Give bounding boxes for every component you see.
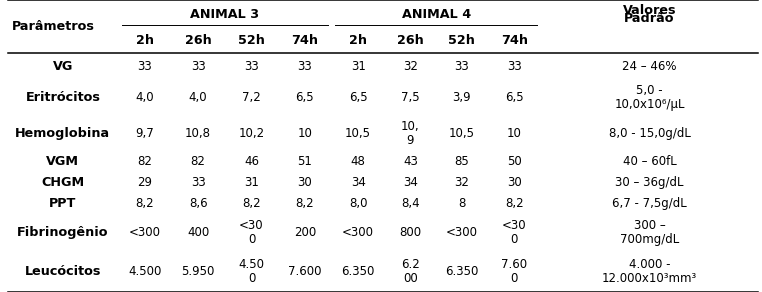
Text: 5.950: 5.950 [181, 265, 215, 278]
Text: 33: 33 [454, 60, 469, 73]
Text: 33: 33 [297, 60, 312, 73]
Text: VGM: VGM [46, 155, 79, 168]
Text: Fibrinogênio: Fibrinogênio [17, 226, 109, 239]
Text: VG: VG [53, 60, 73, 73]
Text: Valores: Valores [623, 4, 677, 17]
Text: 8,2: 8,2 [136, 197, 154, 210]
Text: 10,
9: 10, 9 [401, 120, 420, 147]
Text: Hemoglobina: Hemoglobina [15, 127, 110, 140]
Text: 8,0 - 15,0g/dL: 8,0 - 15,0g/dL [609, 127, 690, 140]
Text: 40 – 60fL: 40 – 60fL [623, 155, 677, 168]
Text: 31: 31 [244, 176, 259, 189]
Text: 6.350: 6.350 [341, 265, 375, 278]
Text: 10,5: 10,5 [345, 127, 371, 140]
Text: 26h: 26h [397, 34, 424, 47]
Text: Leucócitos: Leucócitos [24, 265, 101, 278]
Text: 34: 34 [403, 176, 418, 189]
Text: 10,5: 10,5 [449, 127, 475, 140]
Text: 52h: 52h [448, 34, 475, 47]
Text: 4,0: 4,0 [189, 91, 207, 104]
Text: 33: 33 [507, 60, 522, 73]
Text: 4.50
0: 4.50 0 [239, 258, 264, 285]
Text: 32: 32 [403, 60, 418, 73]
Text: 7,2: 7,2 [242, 91, 261, 104]
Text: <30
0: <30 0 [239, 219, 264, 246]
Text: 33: 33 [244, 60, 259, 73]
Text: 30: 30 [297, 176, 312, 189]
Text: <300: <300 [342, 226, 374, 239]
Text: 7,5: 7,5 [401, 91, 420, 104]
Text: 4,0: 4,0 [136, 91, 154, 104]
Text: 50: 50 [507, 155, 522, 168]
Text: Eritrócitos: Eritrócitos [25, 91, 101, 104]
Text: 8,2: 8,2 [505, 197, 523, 210]
Text: 24 – 46%: 24 – 46% [623, 60, 677, 73]
Text: PPT: PPT [50, 197, 76, 210]
Text: 6,5: 6,5 [349, 91, 367, 104]
Text: 85: 85 [454, 155, 469, 168]
Text: 46: 46 [244, 155, 259, 168]
Text: 34: 34 [351, 176, 366, 189]
Text: 7.600: 7.600 [288, 265, 322, 278]
Text: 30 – 36g/dL: 30 – 36g/dL [616, 176, 684, 189]
Text: 29: 29 [137, 176, 152, 189]
Text: 6,5: 6,5 [296, 91, 314, 104]
Text: 400: 400 [187, 226, 210, 239]
Text: 300 –
700mg/dL: 300 – 700mg/dL [620, 219, 679, 246]
Text: 32: 32 [454, 176, 469, 189]
Text: 6.2
00: 6.2 00 [401, 258, 420, 285]
Text: 52h: 52h [238, 34, 265, 47]
Text: 3,9: 3,9 [453, 91, 471, 104]
Text: <30
0: <30 0 [502, 219, 527, 246]
Text: 51: 51 [297, 155, 312, 168]
Text: ANIMAL 4: ANIMAL 4 [402, 8, 471, 21]
Text: 82: 82 [137, 155, 152, 168]
Text: 4.000 -
12.000x10³mm³: 4.000 - 12.000x10³mm³ [602, 258, 697, 285]
Text: 8,2: 8,2 [242, 197, 261, 210]
Text: <300: <300 [129, 226, 161, 239]
Text: 2h: 2h [349, 34, 367, 47]
Text: ANIMAL 3: ANIMAL 3 [190, 8, 259, 21]
Text: 10,8: 10,8 [185, 127, 211, 140]
Text: CHGM: CHGM [41, 176, 85, 189]
Text: 8,4: 8,4 [401, 197, 420, 210]
Text: 200: 200 [293, 226, 316, 239]
Text: 74h: 74h [501, 34, 528, 47]
Text: 5,0 -
10,0x10⁶/μL: 5,0 - 10,0x10⁶/μL [614, 84, 685, 111]
Text: 8,6: 8,6 [189, 197, 207, 210]
Text: 6,5: 6,5 [505, 91, 523, 104]
Text: 74h: 74h [291, 34, 319, 47]
Text: 2h: 2h [136, 34, 154, 47]
Text: Parâmetros: Parâmetros [11, 20, 94, 33]
Text: 33: 33 [190, 176, 206, 189]
Text: 33: 33 [137, 60, 152, 73]
Text: Padrão: Padrão [624, 12, 675, 25]
Text: 43: 43 [403, 155, 418, 168]
Text: 7.60
0: 7.60 0 [501, 258, 527, 285]
Text: 800: 800 [399, 226, 421, 239]
Text: 10: 10 [507, 127, 522, 140]
Text: 30: 30 [507, 176, 522, 189]
Text: 10,2: 10,2 [239, 127, 264, 140]
Text: 6,7 - 7,5g/dL: 6,7 - 7,5g/dL [612, 197, 687, 210]
Text: 4.500: 4.500 [128, 265, 162, 278]
Text: 8,2: 8,2 [296, 197, 314, 210]
Text: 48: 48 [351, 155, 366, 168]
Text: 6.350: 6.350 [445, 265, 479, 278]
Text: 26h: 26h [184, 34, 212, 47]
Text: 9,7: 9,7 [136, 127, 154, 140]
Text: 31: 31 [351, 60, 366, 73]
Text: <300: <300 [446, 226, 478, 239]
Text: 82: 82 [190, 155, 206, 168]
Text: 33: 33 [190, 60, 206, 73]
Text: 10: 10 [297, 127, 312, 140]
Text: 8,0: 8,0 [349, 197, 367, 210]
Text: 8: 8 [458, 197, 466, 210]
